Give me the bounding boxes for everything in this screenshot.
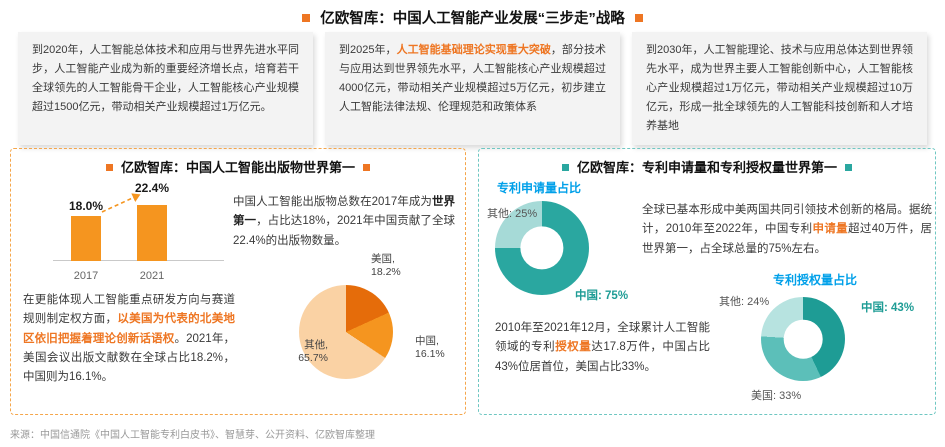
pie-label-us-pct: 18.2% [371,266,401,279]
bar-value-2017: 18.0% [68,199,104,213]
grants-label-us: 美国: 33% [751,390,802,402]
page-title-text: 亿欧智库：中国人工智能产业发展“三步走”战略 [320,11,625,27]
title-bullet-left-icon [302,13,311,22]
pub-para1-post: ，占比达18%，2021年中国贡献了全球22.4%的出版物数量。 [233,215,456,247]
strategy-2025-highlight: 人工智能基础理论实现重大突破 [396,44,551,56]
grants-label-china: 中国: 43% [861,302,915,314]
patents-panel: 亿欧智库：专利申请量和专利授权量世界第一 专利申请量占比 其他: 25% 中国:… [478,148,936,415]
strategy-2020-text: 到2020年，人工智能总体技术和应用与世界先进水平同步，人工智能产业成为新的重要… [32,44,299,113]
pub-para2-post: 。2021年，美国会议出版文献数在全球占比18.2%，中国则为16.1%。 [23,332,236,384]
publications-panel-title-text: 亿欧智库：中国人工智能出版物世界第一 [120,160,355,175]
publications-pie-chart [299,285,393,379]
strategy-2025-text-pre: 到2025年， [339,44,397,56]
pie-label-others-name: 其他, [304,339,328,351]
strategy-box-2020: 到2020年，人工智能总体技术和应用与世界先进水平同步，人工智能产业成为新的重要… [18,32,313,145]
pub-para1-bold: 世界第一 [233,196,455,228]
pie-label-us: 美国, 18.2% [371,253,401,279]
patents-panel-title-text: 亿欧智库：专利申请量和专利授权量世界第一 [576,160,837,175]
patents-panel-title: 亿欧智库：专利申请量和专利授权量世界第一 [479,157,935,176]
title-bullet-right-icon [634,13,643,22]
publications-paragraph-1: 中国人工智能出版物总数在2017年成为世界第一，占比达18%，2021年中国贡献… [233,193,455,251]
patent-applications-chart-title: 专利申请量占比 [497,181,582,195]
patents-title-bullet-left-icon [561,163,569,171]
pub-para2-pre: 在更能体现人工智能重点研发方向与赛道规则制定权方面， [23,294,235,326]
publications-bar-chart: 18.0% 22.4% 2017 2021 [51,181,236,282]
pat-para1-highlight: 申请量 [812,223,849,236]
donut-hole [783,319,823,359]
strategy-box-2030: 到2030年，人工智能理论、技术与应用总体达到世界领先水平，成为世界主要人工智能… [632,32,927,145]
strategy-2030-text: 到2030年，人工智能理论、技术与应用总体达到世界领先水平，成为世界主要人工智能… [646,44,913,132]
strategy-boxes: 到2020年，人工智能总体技术和应用与世界先进水平同步，人工智能产业成为新的重要… [18,32,927,145]
patents-paragraph-1: 全球已基本形成中美两国共同引领技术创新的格局。据统计，2010年至2022年，中… [642,201,932,259]
publications-title-bullet-right-icon [363,163,370,171]
page-title: 亿欧智库：中国人工智能产业发展“三步走”战略 [0,7,945,28]
pat-para2-highlight: 授权量 [555,341,592,354]
pub-para1-pre: 中国人工智能出版物总数在2017年成为 [233,196,432,208]
bar-category-2017: 2017 [73,270,99,282]
bar-2021 [137,205,167,261]
pat-para1-post: 超过40万件，居世界第一，占全球总量的75%左右。 [642,223,932,255]
pat-para2-pre: 2010年至2021年12月，全球累计人工智能领域的专利 [495,322,710,354]
publications-panel-title: 亿欧智库：中国人工智能出版物世界第一 [11,157,465,176]
applications-label-china: 中国: 75% [575,290,629,302]
bar-2017 [71,216,101,261]
donut-hole [520,226,564,270]
pie-label-us-name: 美国, [371,253,395,265]
patent-applications-donut [495,201,589,295]
patent-grants-chart-title: 专利授权量占比 [773,273,858,287]
source-note: 来源：中国信通院《中国人工智能专利白皮书》、智慧芽、公开资料、亿欧智库整理 [10,430,375,441]
pie-label-china-name: 中国, [415,335,439,347]
publications-paragraph-2: 在更能体现人工智能重点研发方向与赛道规则制定权方面，以美国为代表的北美地区依旧把… [23,291,235,388]
patents-title-bullet-right-icon [845,163,852,171]
strategy-box-2025: 到2025年，人工智能基础理论实现重大突破，部分技术与应用达到世界领先水平，人工… [325,32,620,145]
pie-label-others-pct: 65.7% [298,352,328,365]
patent-grants-donut [761,297,845,381]
applications-label-others: 其他: 25% [487,208,538,220]
patents-paragraph-2: 2010年至2021年12月，全球累计人工智能领域的专利授权量达17.8万件，中… [495,319,710,377]
pat-para2-post: 达17.8万件，中国占比43%位居首位，美国占比33%。 [495,341,711,373]
pie-label-china-pct: 16.1% [415,348,445,361]
pub-para2-highlight: 以美国为代表的北美地区依旧把握着理论创新话语权 [23,313,236,345]
publications-panel: 亿欧智库：中国人工智能出版物世界第一 18.0% 22.4% 2017 2021… [10,148,466,415]
publications-title-bullet-left-icon [105,163,113,171]
bar-value-2021: 22.4% [134,181,170,195]
pie-label-others: 其他, 65.7% [273,339,328,365]
pat-para1-pre: 全球已基本形成中美两国共同引领技术创新的格局。据统计，2010年至2022年，中… [642,204,932,236]
pie-label-china: 中国, 16.1% [415,335,445,361]
bar-category-2021: 2021 [139,270,165,282]
grants-label-others: 其他: 24% [719,296,770,308]
strategy-2025-text-post: ，部分技术与应用达到世界领先水平，人工智能核心产业规模超过4000亿元，带动相关… [339,44,606,113]
